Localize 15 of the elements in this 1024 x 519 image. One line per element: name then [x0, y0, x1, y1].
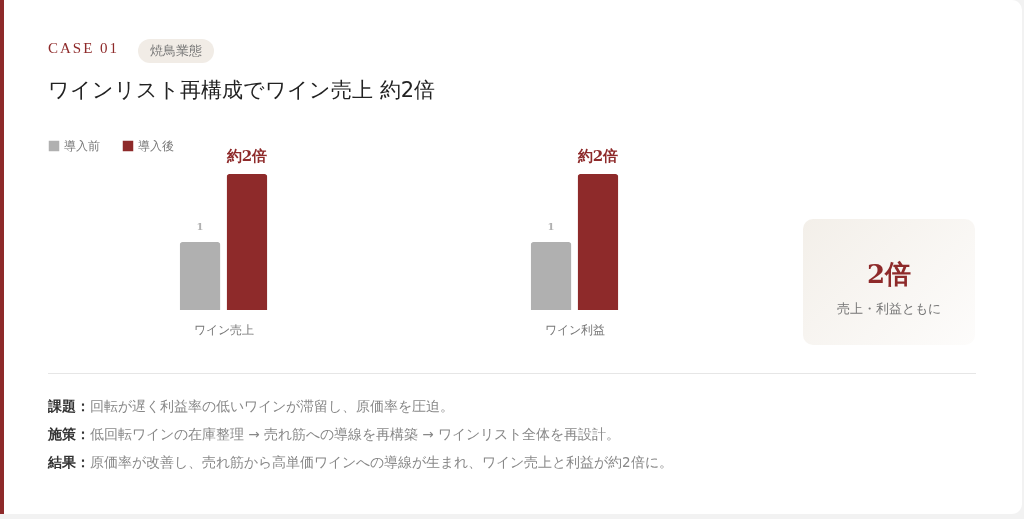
data-label: 約2倍 — [576, 147, 619, 165]
chart-title: ワインリスト再構成でワイン売上 約2倍 — [48, 77, 436, 104]
x-tick-label: ワイン売上 — [193, 322, 254, 337]
data-label: 約2倍 — [225, 147, 268, 165]
text: CASE 01 — [48, 40, 120, 57]
text: 施策：低回転ワインの在庫整理 → 売れ筋への導線を再構築 → ワインリスト全体を再設計。 — [48, 426, 620, 444]
text: 焼鳥業態 — [138, 39, 214, 63]
legend-label: 導入後 — [138, 139, 174, 153]
text: 結果：原価率が改善し、売れ筋から高単価ワインへの導線が生まれ、ワイン売上と利益が約2倍に。 — [48, 454, 673, 472]
text: 課題：回転が遅く利益率の低いワインが滞留し、原価率を圧迫。 — [48, 398, 454, 416]
x-tick-label: ワイン利益 — [544, 322, 605, 337]
data-label: 1 — [547, 221, 555, 232]
summary-box: 2倍 売上・利益ともに — [803, 219, 975, 345]
legend-label: 導入前 — [64, 139, 100, 153]
data-label: 1 — [196, 221, 204, 232]
